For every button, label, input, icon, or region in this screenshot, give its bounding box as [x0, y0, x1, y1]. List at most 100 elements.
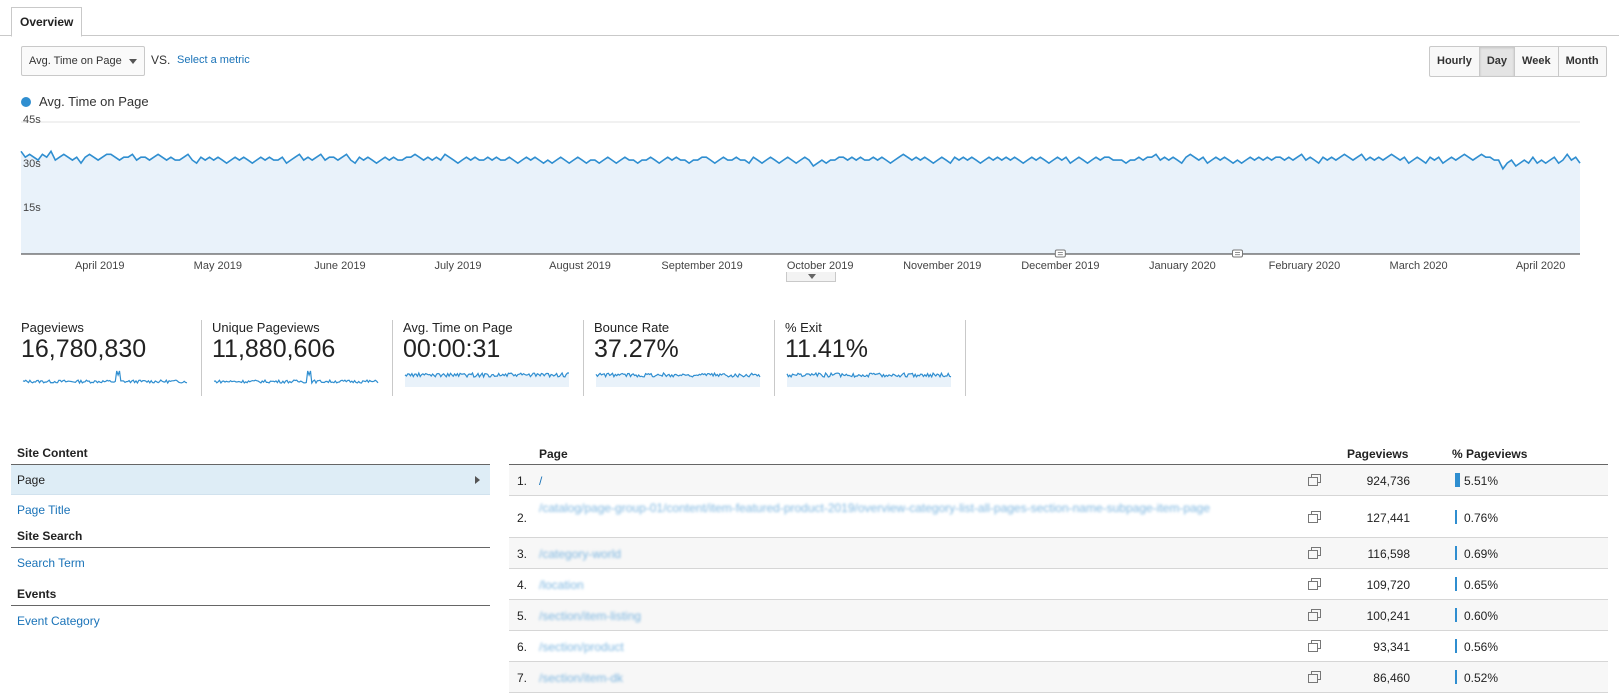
- y-tick-label: 30s: [23, 158, 41, 170]
- sparkline-line: [786, 371, 952, 379]
- row-pageviews: 86,460: [1373, 671, 1410, 685]
- table-row: 6. /section/product 93,341 0.56%: [509, 631, 1608, 662]
- scorecard-value: 11.41%: [785, 335, 868, 363]
- open-page-icon[interactable]: [1308, 609, 1321, 621]
- chart-collapse-toggle[interactable]: [786, 272, 836, 282]
- nav-heading-site-content: Site Content: [11, 445, 490, 465]
- open-page-icon[interactable]: [1308, 474, 1321, 486]
- pct-bar: [1455, 546, 1457, 560]
- sparkline: [595, 371, 761, 387]
- scorecard-unique-pageviews[interactable]: Unique Pageviews 11,880,606: [212, 320, 392, 396]
- sparkline: [22, 370, 188, 385]
- column-header-pct-pageviews[interactable]: % Pageviews: [1452, 447, 1528, 461]
- x-tick-label: June 2019: [314, 260, 365, 272]
- row-pageviews: 924,736: [1366, 474, 1410, 488]
- nav-item-search-term[interactable]: Search Term: [17, 556, 85, 570]
- series-area: [21, 151, 1580, 254]
- scorecard-divider: [201, 320, 202, 396]
- sparkline: [786, 371, 952, 387]
- scorecard-label: Pageviews: [21, 320, 84, 335]
- metric-select[interactable]: Avg. Time on Page: [21, 46, 145, 76]
- week-button[interactable]: Week: [1514, 46, 1559, 77]
- sparkline-line: [404, 371, 569, 379]
- table-row: 5. /section/item-listing 100,241 0.60%: [509, 600, 1608, 631]
- sparkline: [404, 371, 569, 387]
- row-pct-pageviews: 0.60%: [1464, 609, 1499, 623]
- sparkline-line: [213, 370, 379, 385]
- scorecard-label: Avg. Time on Page: [403, 320, 513, 335]
- table-row: 1. / 924,736 5.51%: [509, 465, 1608, 496]
- annotation-marker-icon[interactable]: [1054, 249, 1066, 258]
- row-pct-pageviews: 0.65%: [1464, 578, 1499, 592]
- table-row: 3. /category-world 116,598 0.69%: [509, 538, 1608, 569]
- page-link[interactable]: /: [539, 474, 543, 488]
- scorecard-label: Bounce Rate: [594, 320, 670, 335]
- pages-table: Page Pageviews % Pageviews 1./924,736 5.5…: [509, 445, 1608, 693]
- x-tick-label: December 2019: [1021, 260, 1099, 272]
- page-link[interactable]: /catalog/page-group-01/content/item-feat…: [539, 501, 1211, 515]
- scorecard-avg-time-on-page[interactable]: Avg. Time on Page 00:00:31: [403, 320, 583, 396]
- nav-item-page[interactable]: Page: [11, 465, 490, 495]
- legend-label: Avg. Time on Page: [39, 94, 149, 109]
- x-tick-label: April 2020: [1516, 260, 1566, 272]
- open-page-icon[interactable]: [1308, 547, 1321, 559]
- x-tick-label: May 2019: [194, 260, 242, 272]
- page-link[interactable]: /section/item-listing: [539, 609, 642, 623]
- sparkline: [213, 370, 379, 385]
- row-pct-pageviews: 0.52%: [1464, 671, 1499, 685]
- table-header: Page Pageviews % Pageviews: [509, 445, 1608, 465]
- row-pageviews: 127,441: [1366, 511, 1410, 525]
- row-pct-pageviews: 0.76%: [1464, 511, 1499, 525]
- hourly-button[interactable]: Hourly: [1429, 46, 1480, 77]
- nav-item-label: Page: [17, 473, 46, 487]
- row-pct-pageviews: 5.51%: [1464, 474, 1499, 488]
- x-tick-label: February 2020: [1269, 260, 1341, 272]
- scorecard-value: 16,780,830: [21, 335, 147, 363]
- table-row: 4. /location 109,720 0.65%: [509, 569, 1608, 600]
- y-tick-label: 45s: [23, 114, 41, 126]
- chevron-right-icon: [475, 476, 480, 484]
- page-link[interactable]: /section/product: [539, 640, 624, 654]
- open-page-icon[interactable]: [1308, 578, 1321, 590]
- scorecard-pageviews[interactable]: Pageviews 16,780,830: [21, 320, 201, 396]
- pct-bar: [1455, 510, 1457, 524]
- open-page-icon[interactable]: [1308, 511, 1321, 523]
- row-rank: 7.: [517, 671, 528, 685]
- page-link[interactable]: /section/item-dk: [539, 671, 624, 685]
- nav-item-event-category[interactable]: Event Category: [17, 614, 100, 628]
- row-rank: 3.: [517, 547, 528, 561]
- scorecard-value: 37.27%: [594, 335, 679, 363]
- legend-dot-icon: [21, 97, 31, 107]
- page-link[interactable]: /category-world: [539, 547, 622, 561]
- table-row: 2. /catalog/page-group-01/content/item-fe…: [509, 496, 1608, 538]
- column-header-pageviews[interactable]: Pageviews: [1347, 447, 1409, 461]
- page-link[interactable]: /location: [539, 578, 584, 592]
- scorecard-label: Unique Pageviews: [212, 320, 320, 335]
- report-nav: Site Content Page Page Title Site Search…: [11, 445, 490, 636]
- select-metric-link[interactable]: Select a metric: [177, 54, 250, 66]
- scorecard-divider: [965, 320, 966, 396]
- timeline-chart[interactable]: 45s 30s 15s April 2019 May 2019 June 2019 July…: [0, 110, 1619, 275]
- scorecard-label: % Exit: [785, 320, 822, 335]
- x-tick-label: November 2019: [903, 260, 981, 272]
- nav-heading-site-search: Site Search: [11, 528, 490, 548]
- annotation-marker-icon[interactable]: [1231, 249, 1243, 258]
- month-button[interactable]: Month: [1557, 46, 1607, 77]
- scorecard-bounce-rate[interactable]: Bounce Rate 37.27%: [594, 320, 774, 396]
- row-pageviews: 100,241: [1366, 609, 1410, 623]
- column-header-page[interactable]: Page: [539, 447, 568, 461]
- nav-item-page-title[interactable]: Page Title: [17, 503, 71, 517]
- open-page-icon[interactable]: [1308, 671, 1321, 683]
- series-line: [20, 149, 1581, 171]
- day-button[interactable]: Day: [1478, 46, 1516, 77]
- tab-overview[interactable]: Overview: [11, 7, 83, 37]
- scorecard-exit-rate[interactable]: % Exit 11.41%: [785, 320, 965, 396]
- x-tick-label: September 2019: [661, 260, 742, 272]
- open-page-icon[interactable]: [1308, 640, 1321, 652]
- row-rank: 5.: [517, 609, 528, 623]
- row-rank: 2.: [517, 511, 528, 525]
- row-rank: 1.: [517, 474, 528, 488]
- pct-bar: [1455, 608, 1457, 622]
- row-rank: 4.: [517, 578, 528, 592]
- pct-bar: [1455, 473, 1460, 487]
